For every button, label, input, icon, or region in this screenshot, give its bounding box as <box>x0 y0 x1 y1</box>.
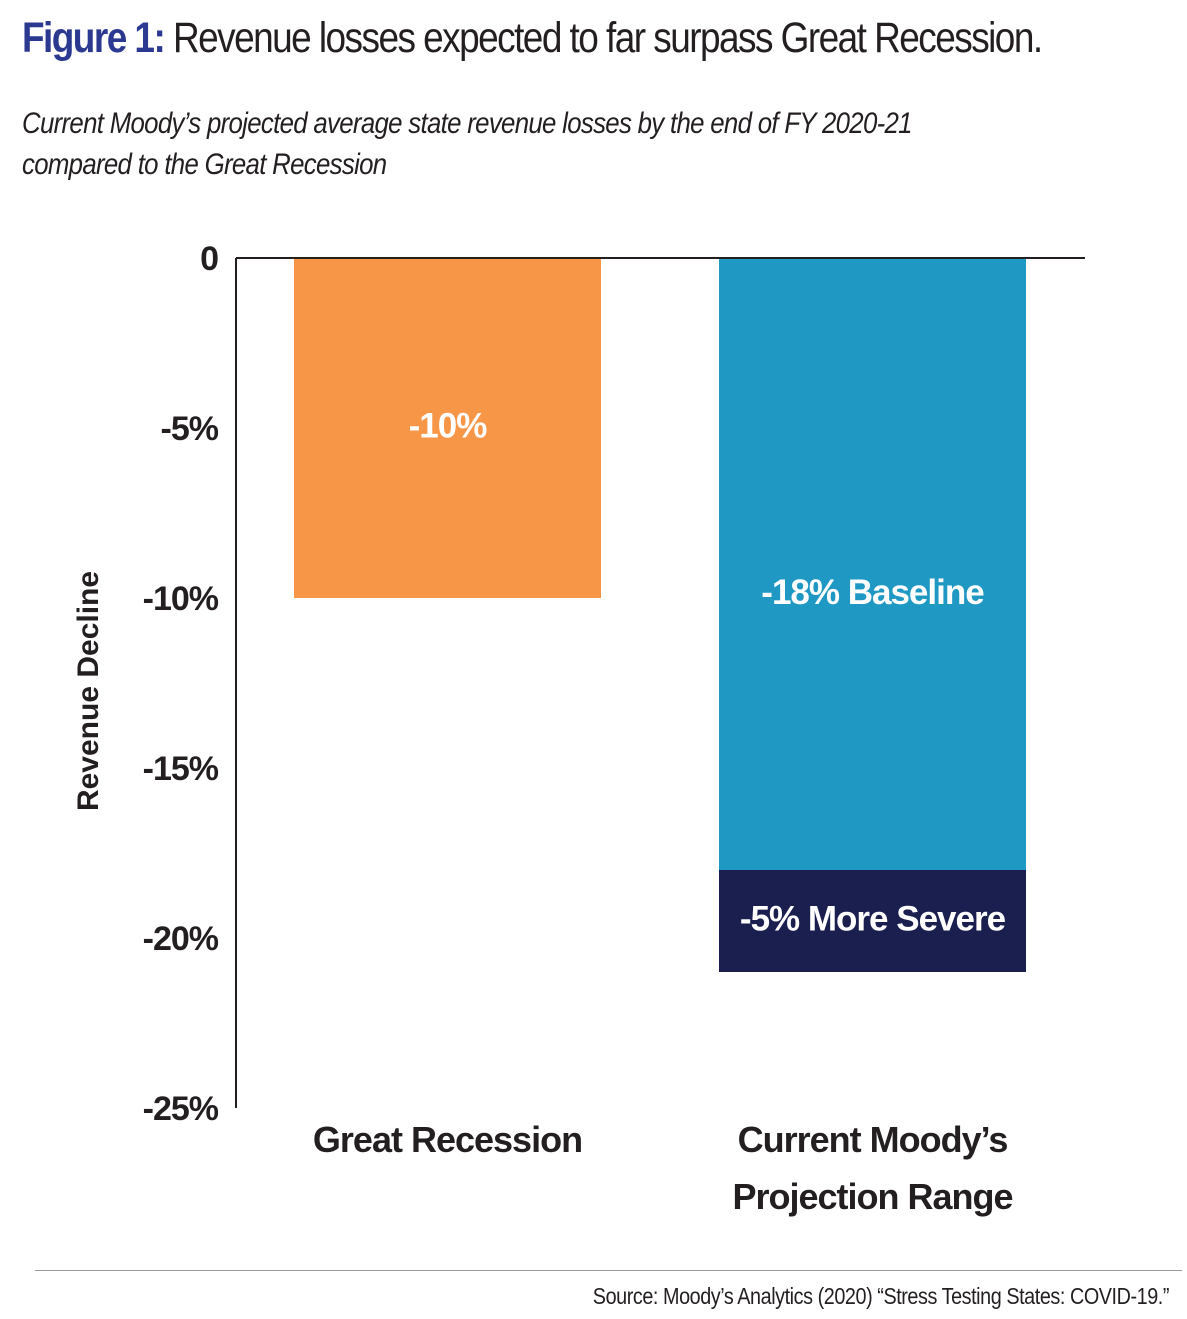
y-tick-label-5: -20% <box>143 920 219 958</box>
bar-2 <box>719 258 1026 870</box>
figure-title-lead: Figure 1: <box>22 14 166 62</box>
footer-divider <box>35 1270 1182 1271</box>
figure-title-text: Revenue losses expected to far surpass G… <box>172 14 1043 62</box>
figure-title: Figure 1: Revenue losses expected to far… <box>22 14 1043 63</box>
bars-layer <box>294 258 1026 972</box>
category-label-1-line-1: Great Recession <box>313 1119 582 1160</box>
y-tick-labels: 0 -5% -10% -15% -20% -25% <box>143 240 220 1128</box>
category-label-2-line-1: Current Moody’s <box>738 1119 1008 1160</box>
bar-value-label-2: -18% Baseline <box>761 573 984 612</box>
y-tick-label-4: -15% <box>143 750 219 788</box>
bar-value-labels: -10% -18% Baseline -5% More Severe <box>409 406 1007 938</box>
subtitle-line-2: compared to the Great Recession <box>22 148 387 181</box>
bar-value-label-3: -5% More Severe <box>740 899 1006 938</box>
y-tick-label-1: 0 <box>200 240 218 278</box>
bar-1 <box>294 258 601 598</box>
bar-3 <box>719 870 1026 972</box>
y-tick-label-2: -5% <box>161 410 219 448</box>
bar-value-label-1: -10% <box>409 406 488 445</box>
y-tick-label-6: -25% <box>143 1090 219 1128</box>
bar-chart: 0 -5% -10% -15% -20% -25% Revenue Decline -10… <box>72 240 1085 1217</box>
subtitle-line-1: Current Moody’s projected average state … <box>22 107 913 140</box>
y-tick-label-3: -10% <box>143 580 219 618</box>
figure-subtitle: Current Moody’s projected average state … <box>22 103 1037 185</box>
category-label-2-line-2: Projection Range <box>732 1176 1012 1217</box>
category-labels: Great Recession Current Moody’s Projection… <box>313 1119 1014 1217</box>
y-axis-title: Revenue Decline <box>72 571 105 811</box>
source-note: Source: Moody’s Analytics (2020) “Stress… <box>592 1283 1170 1309</box>
